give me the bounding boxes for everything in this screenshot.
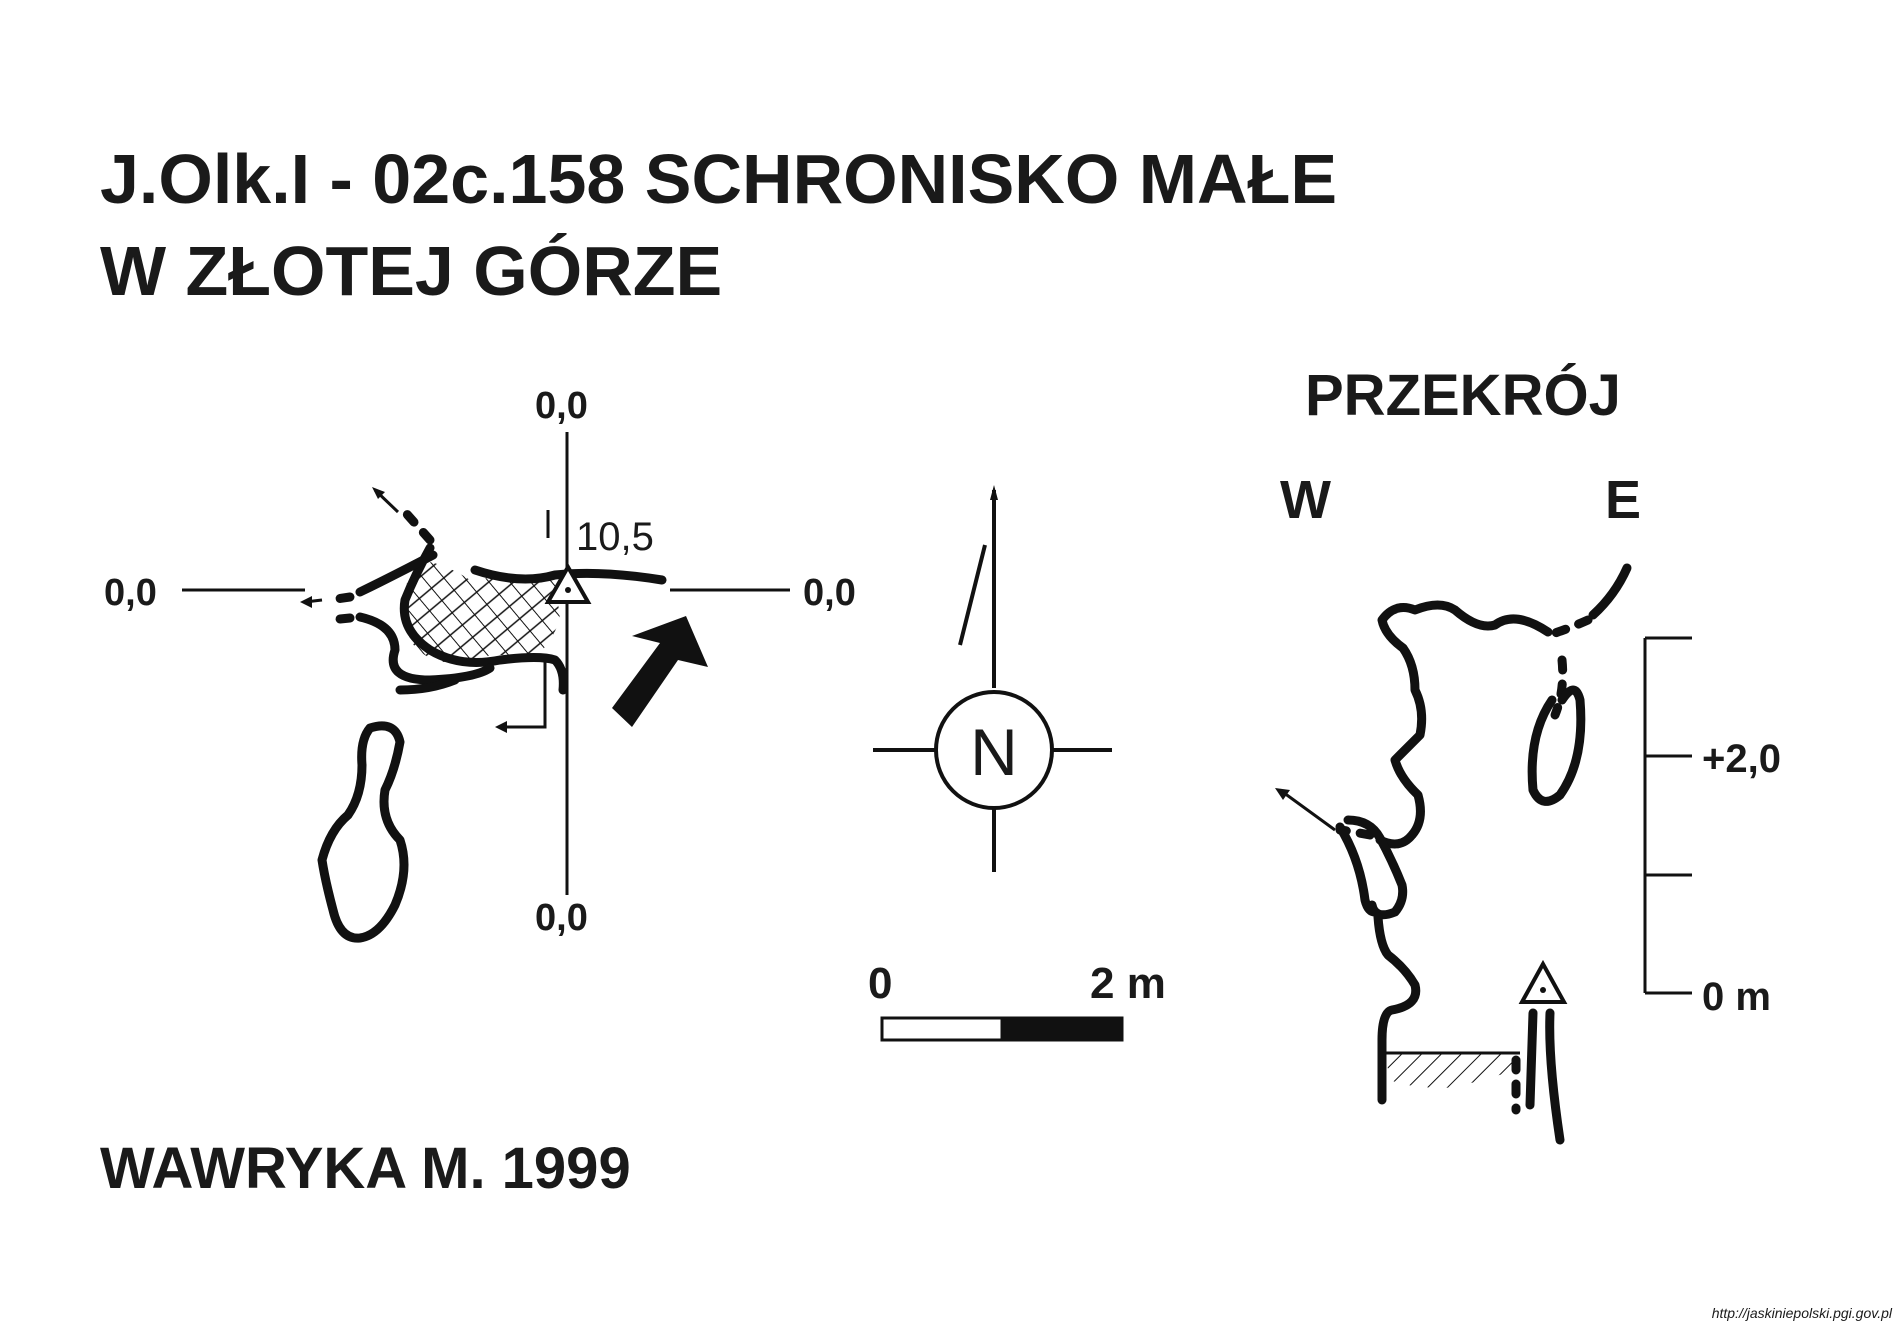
section-west-lower-wall [1373,912,1421,1045]
section-station-dot [1540,987,1546,993]
section-pillar [1527,685,1586,806]
cross-section: PRZEKRÓJ W E +2,0 0 m [1275,363,1781,1145]
author-label: WAWRYKA M. 1999 [100,1136,631,1201]
section-west-upper-wall [1375,600,1553,849]
north-compass: N [873,485,1112,872]
section-west-label: W [1280,470,1331,530]
plan-label-left: 0,0 [104,572,157,614]
title-line-2: W ZŁOTEJ GÓRZE [100,232,722,310]
height-label: +2,0 [1702,737,1781,781]
plan-label-top: 0,0 [535,385,588,427]
plan-south-wall [355,612,495,685]
title-line-1: J.Olk.I - 02c.158 SCHRONISKO MAŁE [100,140,1337,218]
section-arrow-head [1275,788,1290,800]
section-title: PRZEKRÓJ [1305,363,1621,428]
plan-arrow-down [500,660,547,729]
compass-north-letter: N [970,715,1018,789]
section-east-upper-wall [1588,563,1632,620]
scale-start-label: 0 [868,959,892,1008]
scale-white-segment [880,1016,1004,1042]
plan-west-upper-wall [355,550,438,597]
entrance-arrow [612,616,708,727]
section-west-niche [1335,822,1380,917]
source-credit: http://jaskiniepolski.pgi.gov.pl [1712,1305,1893,1321]
plan-station-dot [565,587,571,593]
plan-dashed-w1 [325,592,355,605]
section-floor-hatch [1385,1053,1515,1088]
zero-label: 0 m [1702,975,1771,1019]
plan-separate-chamber [317,721,409,943]
scale-bar: 0 2 m [868,959,1166,1042]
plan-arrow-nw-head [372,487,385,499]
section-station-triangle [1518,959,1568,1004]
plan-dashed-w2 [325,613,355,625]
compass-arrow-barb [958,544,987,646]
section-arrow-line [1279,788,1336,832]
plan-label-bottom: 0,0 [535,897,588,939]
scale-black-segment [1000,1016,1124,1042]
section-pillar-dashed [1550,655,1568,720]
plan-floor-hatch [405,560,560,663]
plan-arrow-down-head [495,721,507,733]
station-depth-label: 10,5 [576,515,654,559]
scale-end-label: 2 m [1090,959,1166,1008]
section-east-lower-wall-2 [1545,1008,1565,1145]
compass-circle [934,690,1054,810]
section-east-label: E [1605,470,1641,530]
compass-arrow-tip [990,485,998,500]
plan-arrow-w-head [300,596,312,608]
plan-view: 0,0 0,0 0,0 0,0 10,5 [104,385,856,943]
plan-north-wall [470,565,667,585]
section-east-dashed [1550,615,1593,638]
plan-label-right: 0,0 [803,572,856,614]
plan-station-triangle [544,562,592,604]
section-lower-niche [1343,815,1408,920]
section-east-lower-wall-1 [1525,1008,1538,1110]
plan-lower-ledge [395,675,460,695]
plan-inner-wall [399,543,568,695]
plan-dashed-nw [400,507,435,545]
